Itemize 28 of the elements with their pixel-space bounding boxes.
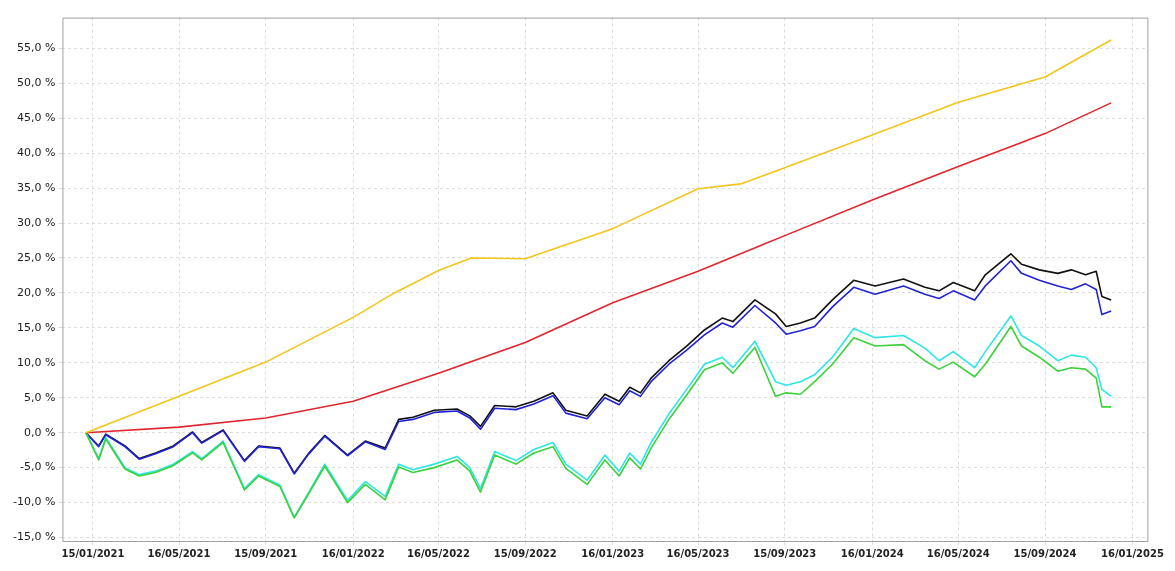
x-tick-label: 16/05/2022 [407,547,471,559]
y-tick-label: 25,0 % [16,250,56,264]
y-tick-label: 35,0 % [16,180,56,194]
x-tick-label: 16/05/2024 [926,547,990,559]
y-tick-label: 40,0 % [16,146,56,160]
x-tick-label: 16/01/2022 [321,547,385,559]
y-tick-label: 30,0 % [16,215,56,229]
x-tick-label: 16/05/2021 [147,547,211,559]
y-tick-label: -5,0 % [19,460,56,474]
y-tick-label: 5,0 % [23,390,56,404]
y-tick-label: 20,0 % [16,285,56,299]
x-tick-label: 15/09/2021 [234,547,298,559]
y-tick-label: -15,0 % [12,530,56,544]
x-tick-label: 16/01/2023 [581,547,645,559]
x-tick-label: 15/09/2024 [1013,547,1077,559]
x-tick-label: 16/05/2023 [666,547,730,559]
y-tick-label: 55,0 % [16,41,56,55]
x-tick-label: 15/09/2022 [493,547,557,559]
x-tick-label: 16/01/2024 [840,547,904,559]
y-tick-label: 0,0 % [23,425,56,439]
y-tick-label: 50,0 % [16,76,56,90]
x-tick-label: 16/01/2025 [1100,547,1164,559]
y-tick-label: 45,0 % [16,111,56,125]
x-tick-label: 15/01/2021 [61,547,125,559]
y-tick-label: 15,0 % [16,320,56,334]
x-tick-label: 15/09/2023 [753,547,817,559]
y-tick-label: -10,0 % [12,495,56,509]
y-tick-label: 10,0 % [16,355,56,369]
